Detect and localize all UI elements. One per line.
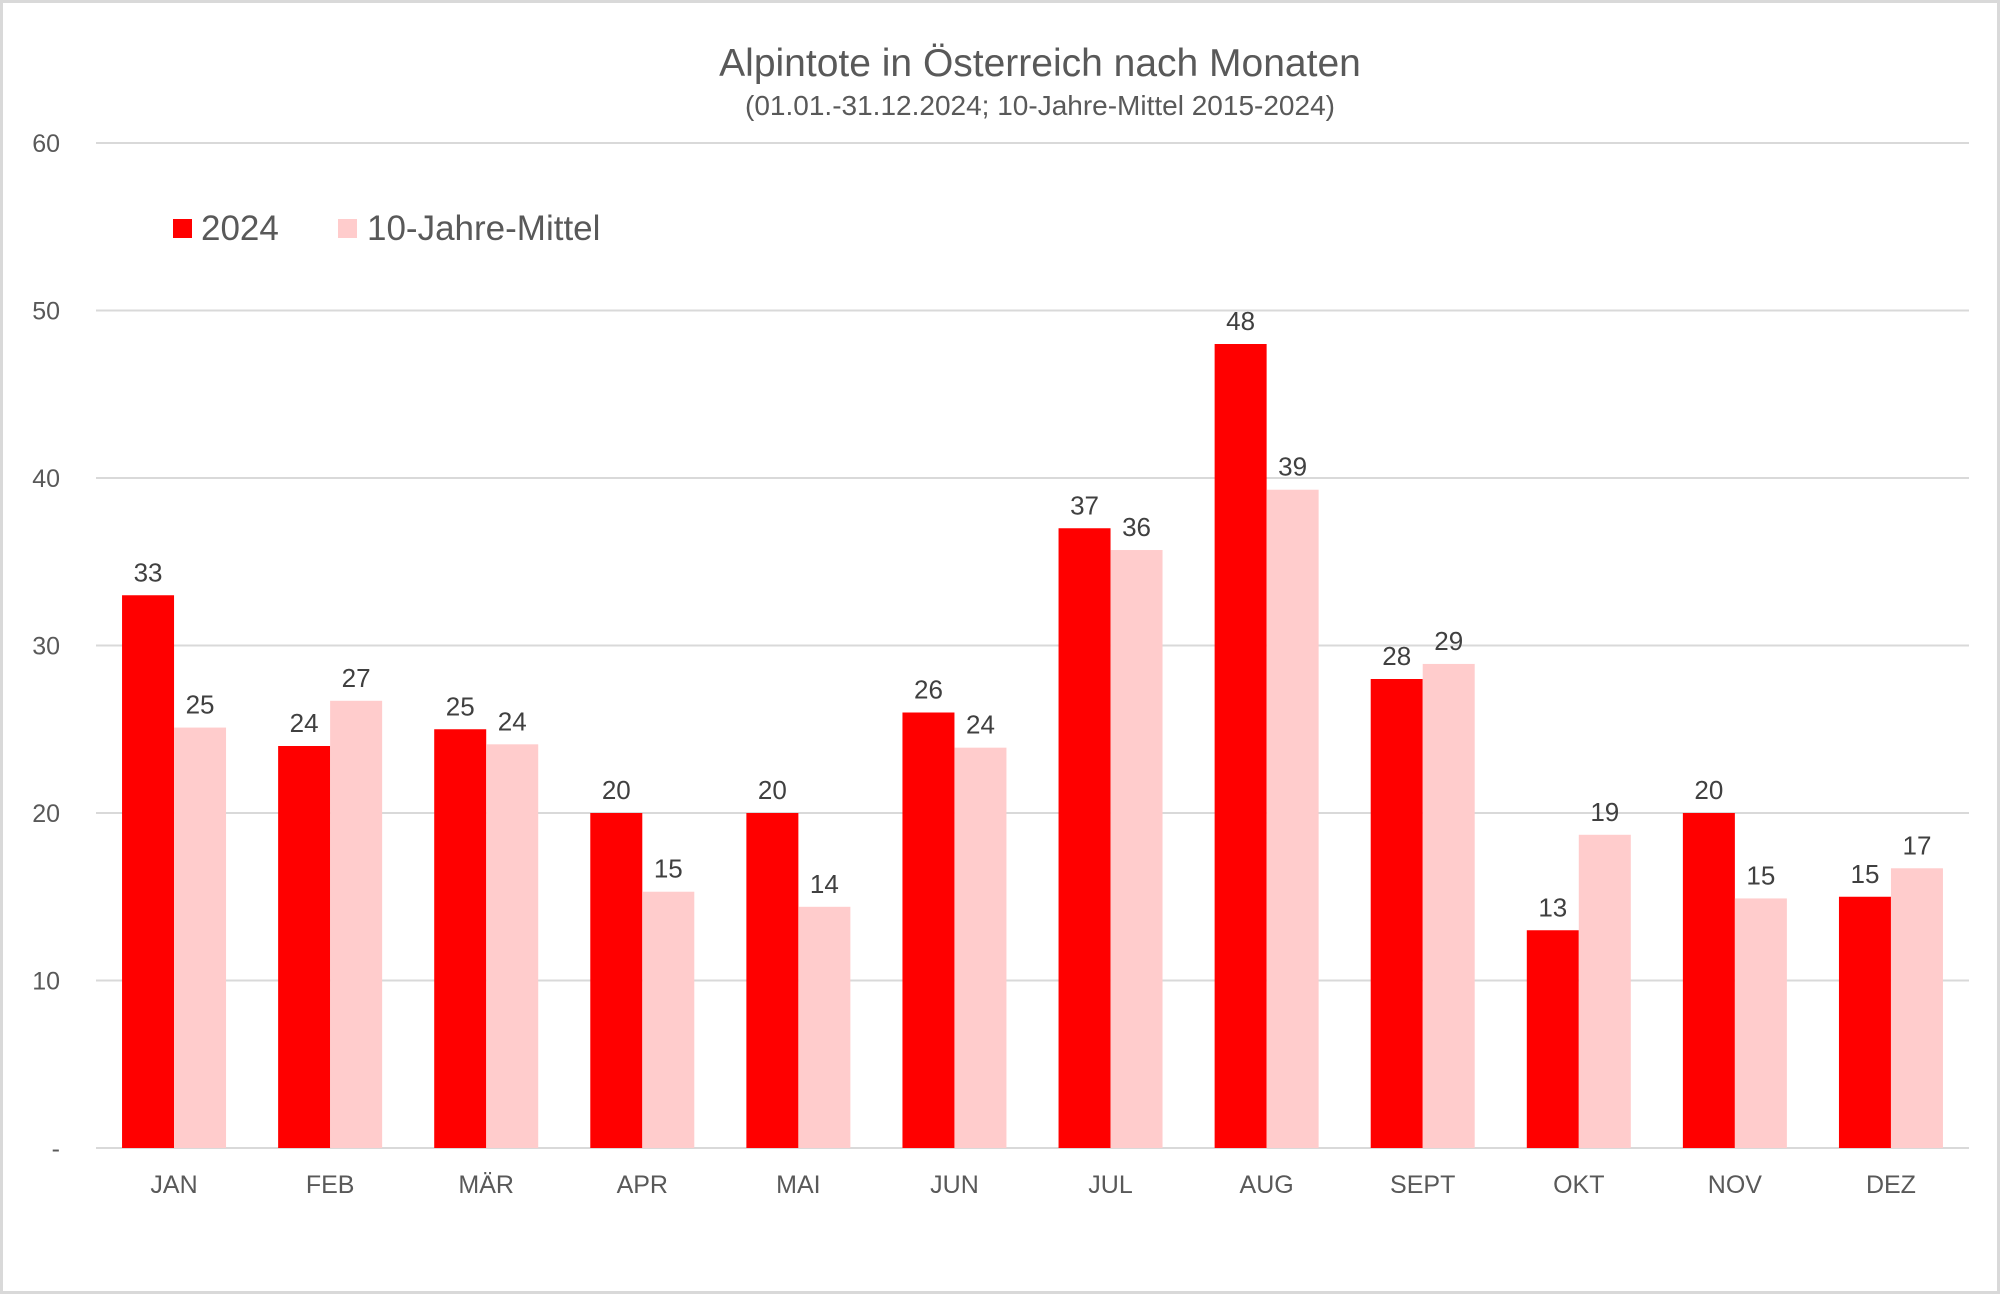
y-tick-label: 20	[32, 800, 60, 828]
bar-10-jahre-mittel	[954, 747, 1007, 1148]
data-label: 15	[1746, 860, 1775, 890]
bar-2024	[746, 813, 799, 1148]
bar-10-jahre-mittel	[1734, 898, 1787, 1148]
gridlines	[96, 142, 1969, 1149]
bar-2024	[1214, 344, 1267, 1148]
bar-10-jahre-mittel	[1890, 868, 1943, 1148]
bar-10-jahre-mittel	[486, 744, 539, 1148]
data-label: 36	[1122, 512, 1151, 542]
data-label: 24	[498, 706, 527, 736]
bar-2024	[1526, 930, 1579, 1148]
x-tick-label: JAN	[150, 1171, 197, 1199]
bar-2024	[1838, 896, 1891, 1148]
axis-labels: - 10 20 30 40 50 60 JAN FEB MÄR APR MAI JUN JUL AUG SEP…	[32, 130, 1916, 1199]
bar-10-jahre-mittel	[1266, 489, 1319, 1149]
data-label: 19	[1590, 797, 1619, 827]
x-tick-label: JUL	[1088, 1171, 1133, 1199]
x-tick-label: FEB	[306, 1171, 355, 1199]
legend-label-2024: 2024	[201, 209, 279, 248]
bar-10-jahre-mittel	[174, 727, 227, 1148]
data-labels: 33 25 24 27 25 24 20 15 20 14 26 24 37 36 48 39 28 29 13 19…	[134, 306, 1932, 922]
data-label: 48	[1226, 306, 1255, 336]
chart-subtitle: (01.01.-31.12.2024; 10-Jahre-Mittel 2015…	[745, 90, 1335, 121]
x-tick-label: APR	[617, 1171, 668, 1199]
data-label: 29	[1434, 626, 1463, 656]
x-tick-label: NOV	[1708, 1171, 1763, 1199]
data-label: 20	[1694, 775, 1723, 805]
x-tick-label: OKT	[1553, 1171, 1604, 1199]
bar-10-jahre-mittel	[330, 700, 383, 1148]
data-label: 24	[290, 708, 319, 738]
data-label: 26	[914, 675, 943, 705]
data-label: 33	[134, 557, 163, 587]
x-tick-label: MÄR	[458, 1171, 514, 1199]
bar-2024	[122, 595, 175, 1148]
x-tick-label: MAI	[776, 1171, 820, 1199]
bars	[122, 344, 1943, 1149]
bar-2024	[1682, 813, 1735, 1148]
data-label: 13	[1538, 892, 1567, 922]
chart-title: Alpintote in Österreich nach Monaten	[719, 42, 1361, 85]
data-label: 17	[1902, 830, 1931, 860]
y-tick-label: 50	[32, 298, 60, 326]
bar-2024	[590, 813, 643, 1148]
bar-2024	[902, 712, 955, 1148]
bar-2024	[1370, 679, 1423, 1148]
y-tick-label: 40	[32, 465, 60, 493]
bar-2024	[434, 729, 487, 1148]
bar-10-jahre-mittel	[1578, 834, 1631, 1148]
data-label: 15	[1850, 859, 1879, 889]
data-label: 24	[966, 710, 995, 740]
legend-swatch-10-jahre-mittel	[338, 219, 357, 238]
data-label: 37	[1070, 490, 1099, 520]
legend-label-10-jahre-mittel: 10-Jahre-Mittel	[367, 209, 600, 248]
x-tick-label: AUG	[1240, 1171, 1294, 1199]
y-tick-label: 60	[32, 130, 60, 158]
y-tick-label: 30	[32, 633, 60, 661]
data-label: 25	[446, 691, 475, 721]
bar-2024	[1058, 528, 1111, 1148]
legend: 2024 10-Jahre-Mittel	[173, 209, 600, 248]
bar-10-jahre-mittel	[1110, 550, 1163, 1148]
data-label: 39	[1278, 452, 1307, 482]
y-tick-label: -	[52, 1135, 60, 1163]
x-tick-label: SEPT	[1390, 1171, 1455, 1199]
x-tick-label: DEZ	[1866, 1171, 1916, 1199]
y-tick-label: 10	[32, 968, 60, 996]
data-label: 25	[186, 690, 215, 720]
data-label: 15	[654, 854, 683, 884]
legend-swatch-2024	[173, 219, 192, 238]
bar-10-jahre-mittel	[642, 891, 695, 1148]
bar-2024	[278, 746, 331, 1148]
data-label: 28	[1382, 641, 1411, 671]
data-label: 20	[602, 775, 631, 805]
data-label: 14	[810, 869, 839, 899]
bar-10-jahre-mittel	[1422, 663, 1475, 1148]
x-tick-label: JUN	[930, 1171, 979, 1199]
data-label: 20	[758, 775, 787, 805]
data-label: 27	[342, 663, 371, 693]
bar-10-jahre-mittel	[798, 906, 851, 1148]
